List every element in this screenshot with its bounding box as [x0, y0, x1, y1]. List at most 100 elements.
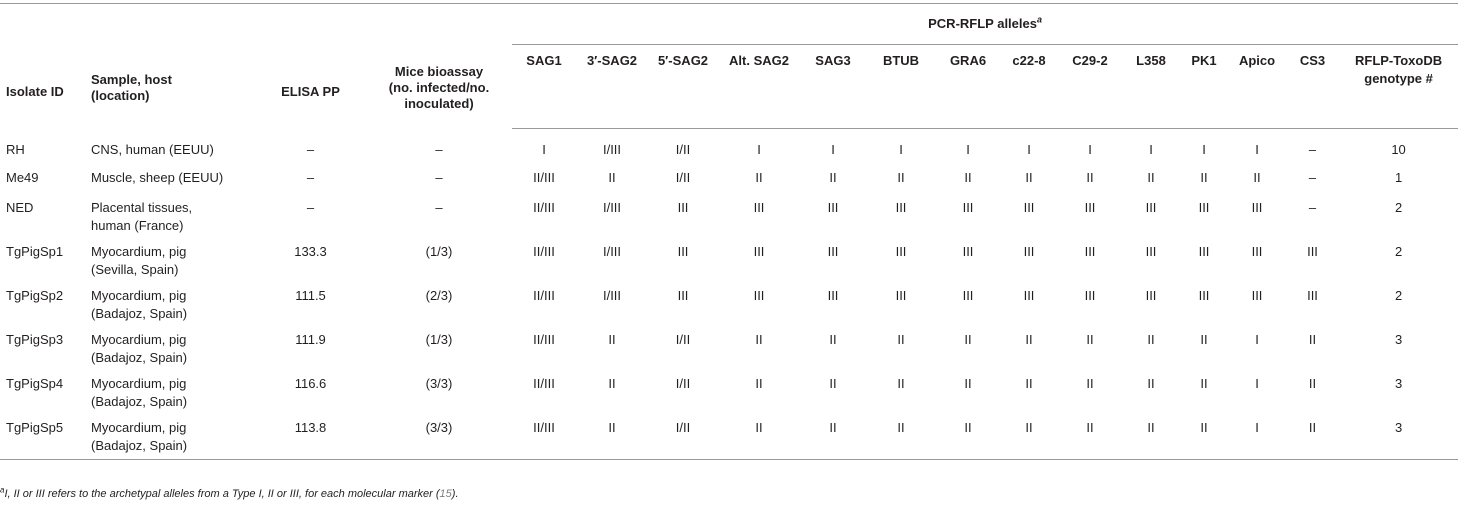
cell-allele: I — [1228, 129, 1286, 166]
cell-allele: II — [576, 327, 648, 371]
table-row: Me49 Muscle, sheep (EEUU) – – II/III II I/II II… — [0, 165, 1458, 195]
allele-value: I/II — [675, 332, 691, 347]
cell-elisa-pp: – — [255, 165, 366, 195]
mice-value: (1/3) — [425, 244, 453, 259]
mice-value: (3/3) — [425, 376, 453, 391]
allele-value: II/III — [533, 200, 555, 215]
allele-value: II — [829, 376, 837, 391]
cell-allele: III — [936, 239, 1000, 283]
allele-value: III — [677, 288, 689, 303]
table-row: TgPigSp1 Myocardium, pig (Sevilla, Spain) 1… — [0, 239, 1458, 283]
cell-mice-bioassay: (2/3) — [366, 283, 512, 327]
cell-allele: II — [718, 327, 800, 371]
cell-allele: I — [1228, 327, 1286, 371]
allele-value: II/III — [533, 170, 555, 185]
allele-value: III — [962, 200, 974, 215]
cell-allele: I — [512, 129, 576, 166]
allele-value: II — [1200, 376, 1208, 391]
allele-value: II — [1200, 420, 1208, 435]
cell-allele: II — [1000, 165, 1058, 195]
col-marker-5-sag2: 5′-SAG2 — [648, 44, 718, 129]
allele-value: II — [1253, 170, 1261, 185]
allele-value: II — [829, 170, 837, 185]
cell-allele: III — [800, 239, 866, 283]
cell-allele: I/II — [648, 129, 718, 166]
allele-value: II — [755, 170, 763, 185]
cell-allele: II — [800, 327, 866, 371]
allele-value: II — [608, 170, 616, 185]
cell-allele: II — [1058, 415, 1122, 460]
cell-isolate-id: RH — [0, 129, 85, 166]
cell-allele: II — [866, 327, 936, 371]
allele-value: II — [1147, 332, 1155, 347]
table-row: TgPigSp4 Myocardium, pig (Badajoz, Spain) 1… — [0, 371, 1458, 415]
sample-line: Myocardium, pig — [91, 244, 187, 259]
cell-allele: I — [1058, 129, 1122, 166]
cell-allele: II — [800, 415, 866, 460]
allele-value: II — [964, 420, 972, 435]
mice-value: – — [435, 141, 443, 157]
allele-value: III — [1307, 288, 1318, 303]
cell-allele: II/III — [512, 239, 576, 283]
cell-allele: III — [866, 283, 936, 327]
cell-genotype: 3 — [1339, 371, 1458, 415]
sample-line: Myocardium, pig — [91, 288, 187, 303]
cell-elisa-pp: 116.6 — [255, 371, 366, 415]
allele-value: III — [677, 244, 689, 259]
cell-allele: II — [1286, 371, 1339, 415]
cell-isolate-id: TgPigSp2 — [0, 283, 85, 327]
allele-value: II — [1025, 376, 1033, 391]
allele-value: II — [1308, 420, 1317, 435]
allele-value: III — [827, 288, 839, 303]
table-row: TgPigSp2 Myocardium, pig (Badajoz, Spain) 1… — [0, 283, 1458, 327]
isolate-id: NED — [6, 200, 34, 215]
allele-value: III — [1145, 288, 1157, 303]
col-marker-sag1: SAG1 — [512, 44, 576, 129]
cell-elisa-pp: – — [255, 195, 366, 239]
elisa-value: 116.6 — [294, 376, 327, 391]
col-marker-c22-8: c22-8 — [1000, 44, 1058, 129]
allele-value: III — [1251, 200, 1263, 215]
cell-genotype: 10 — [1339, 129, 1458, 166]
allele-value: – — [1308, 170, 1317, 185]
allele-value: III — [1023, 288, 1035, 303]
cell-allele: I — [718, 129, 800, 166]
allele-value: II — [897, 170, 905, 185]
allele-value: III — [1307, 244, 1318, 259]
footnote-reference-link[interactable]: 15 — [439, 488, 452, 500]
cell-allele: II/III — [512, 327, 576, 371]
cell-allele: III — [800, 195, 866, 239]
allele-value: II/III — [533, 420, 555, 435]
allele-value: II — [964, 332, 972, 347]
allele-value: II — [964, 376, 972, 391]
footnote-text: I, II or III refers to the archetypal al… — [4, 488, 440, 500]
allele-value: III — [1198, 244, 1210, 259]
cell-isolate-id: TgPigSp5 — [0, 415, 85, 460]
allele-value: III — [1145, 200, 1157, 215]
allele-value: III — [1251, 244, 1263, 259]
table-header: Isolate ID Sample, host (location) ELISA… — [0, 3, 1458, 129]
cell-allele: III — [648, 195, 718, 239]
cell-allele: II — [936, 165, 1000, 195]
allele-value: I — [1255, 420, 1259, 435]
allele-value: III — [1084, 200, 1096, 215]
allele-value: II — [1086, 332, 1094, 347]
cell-allele: III — [866, 239, 936, 283]
cell-elisa-pp: 111.5 — [255, 283, 366, 327]
sample-line: (Sevilla, Spain) — [91, 262, 179, 277]
isolate-id: RH — [6, 141, 25, 157]
allele-value: III — [1145, 244, 1157, 259]
allele-value: II — [897, 376, 905, 391]
genotype-value: 2 — [1394, 288, 1403, 303]
sample-line: CNS, human (EEUU) — [91, 141, 214, 157]
allele-value: I/III — [602, 244, 622, 259]
cell-allele: I/III — [576, 195, 648, 239]
cell-allele: I/II — [648, 371, 718, 415]
isolate-id: TgPigSp2 — [6, 288, 64, 303]
allele-value: III — [1251, 288, 1263, 303]
allele-value: II — [1200, 170, 1208, 185]
col-marker-pk1: PK1 — [1180, 44, 1228, 129]
genotype-value: 3 — [1394, 332, 1403, 347]
cell-sample-host: Myocardium, pig (Sevilla, Spain) — [85, 239, 255, 283]
col-mice-label-line1: Mice bioassay — [394, 63, 484, 79]
